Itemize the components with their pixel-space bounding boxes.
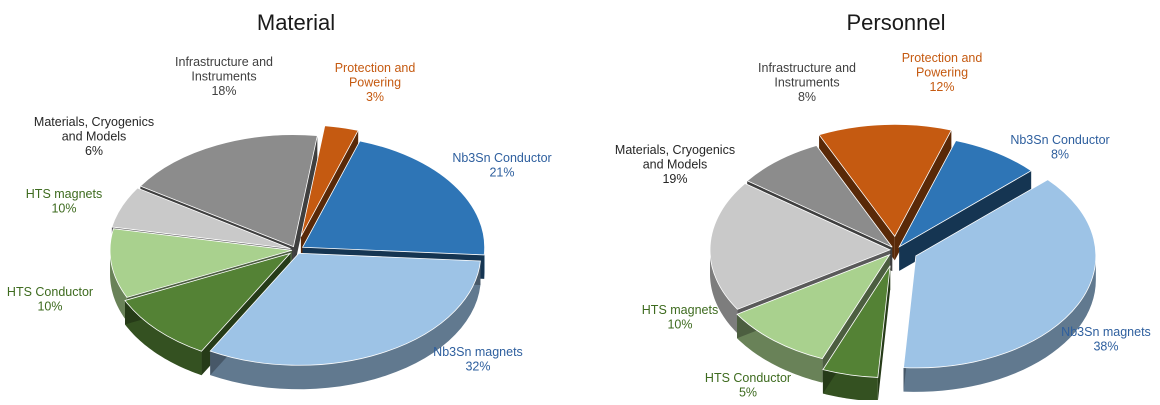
slice-value-materials-cryogenics-and-models: 6% <box>85 144 103 158</box>
slice-name-line: HTS Conductor <box>7 285 93 299</box>
slice-value-protection-and-powering: 12% <box>929 80 954 94</box>
slice-name-line: HTS magnets <box>26 187 102 201</box>
slice-name-line: Instruments <box>774 76 839 90</box>
slice-name-line: Materials, Cryogenics <box>615 143 735 157</box>
slice-name-line: HTS magnets <box>642 303 718 317</box>
slice-value-nb3sn-conductor: 8% <box>1051 148 1069 162</box>
slice-name-line: Nb3Sn magnets <box>1061 325 1151 339</box>
slice-value-hts-magnets: 10% <box>667 318 692 332</box>
slice-name-line: Nb3Sn Conductor <box>1010 133 1109 147</box>
chart-title-material: Material <box>257 10 335 35</box>
slice-value-nb3sn-conductor: 21% <box>489 166 514 180</box>
slice-name-line: and Models <box>643 158 708 172</box>
slice-name-line: Powering <box>916 66 968 80</box>
slice-value-hts-conductor: 5% <box>739 386 757 400</box>
slice-name-line: Infrastructure and <box>758 61 856 75</box>
slice-name-line: and Models <box>62 130 127 144</box>
slice-name-line: HTS Conductor <box>705 371 791 385</box>
slice-name-line: Protection and <box>335 61 416 75</box>
slice-name-line: Nb3Sn magnets <box>433 345 523 359</box>
slice-value-materials-cryogenics-and-models: 19% <box>662 172 687 186</box>
slice-name-line: Infrastructure and <box>175 55 273 69</box>
slice-value-infrastructure-and-instruments: 18% <box>211 84 236 98</box>
slice-name-line: Nb3Sn Conductor <box>452 151 551 165</box>
slice-name-line: Materials, Cryogenics <box>34 115 154 129</box>
slice-value-nb3sn-magnets: 38% <box>1093 340 1118 354</box>
slice-name-line: Powering <box>349 76 401 90</box>
slice-value-hts-conductor: 10% <box>37 300 62 314</box>
slice-value-protection-and-powering: 3% <box>366 90 384 104</box>
slice-name-line: Instruments <box>191 70 256 84</box>
slice-value-infrastructure-and-instruments: 8% <box>798 90 816 104</box>
slice-value-hts-magnets: 10% <box>51 202 76 216</box>
chart-title-personnel: Personnel <box>846 10 945 35</box>
slice-name-line: Protection and <box>902 51 983 65</box>
slice-value-nb3sn-magnets: 32% <box>465 360 490 374</box>
